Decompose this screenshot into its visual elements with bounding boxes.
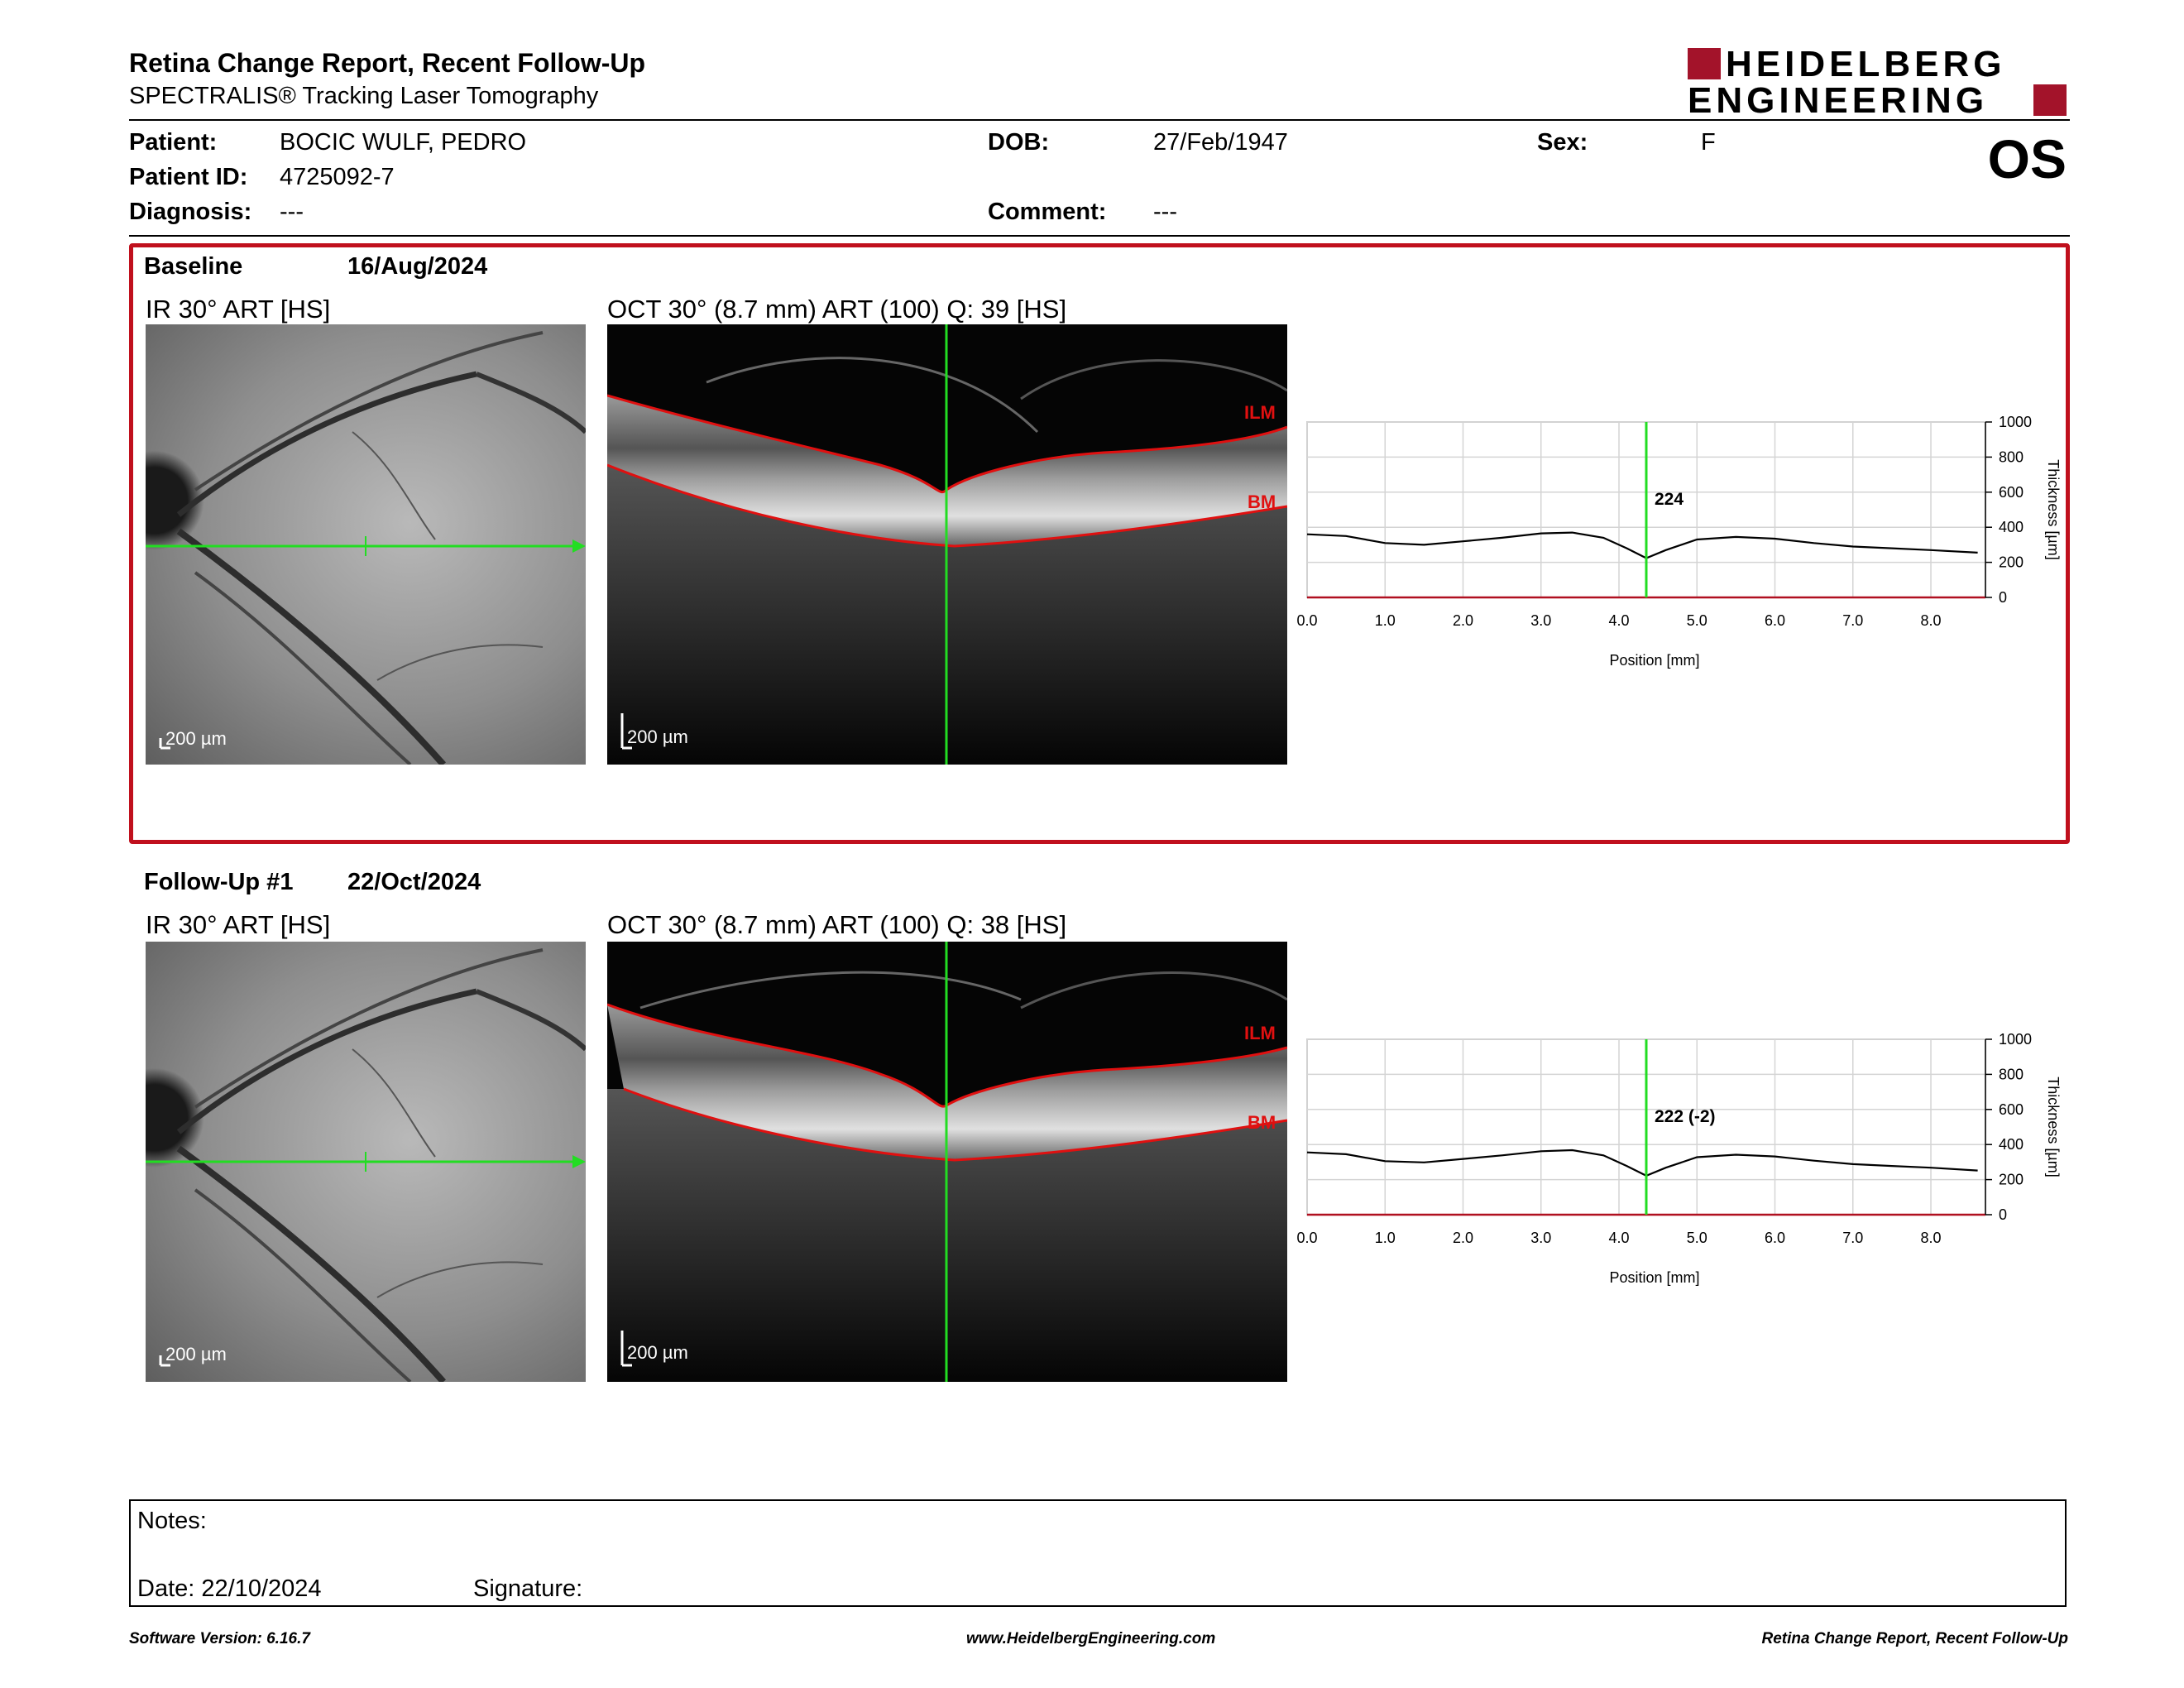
followup-x-tick-label: 1.0 xyxy=(1375,1230,1396,1246)
baseline-y-tick-label: 0 xyxy=(1999,589,2007,606)
notes-label: Notes: xyxy=(137,1508,207,1534)
baseline-bm-label: BM xyxy=(1248,492,1276,512)
followup-oct-title: OCT 30° (8.7 mm) ART (100) Q: 38 [HS] xyxy=(607,910,1067,939)
baseline-y-tick-label: 800 xyxy=(1999,448,2024,465)
followup-x-tick-label: 4.0 xyxy=(1608,1230,1629,1246)
notes-box[interactable]: Notes: Date: 22/10/2024 Signature: xyxy=(129,1499,2067,1607)
sex-value: F xyxy=(1701,129,1716,156)
baseline-oct-scale: 200 µm xyxy=(627,727,688,747)
baseline-x-axis-label: Position [mm] xyxy=(1609,652,1699,669)
baseline-date: 16/Aug/2024 xyxy=(347,253,488,280)
followup-y-tick-label: 600 xyxy=(1999,1101,2024,1118)
followup-label: Follow-Up #1 xyxy=(144,869,294,895)
followup-y-tick-label: 800 xyxy=(1999,1066,2024,1082)
patient-id-label: Patient ID: xyxy=(129,164,248,190)
followup-ir-scale: 200 µm xyxy=(165,1344,227,1364)
followup-y-tick-label: 400 xyxy=(1999,1136,2024,1153)
followup-oct-scale: 200 µm xyxy=(627,1342,688,1363)
footer-software-version: Software Version: 6.16.7 xyxy=(129,1630,310,1647)
followup-bm-label: BM xyxy=(1248,1112,1276,1133)
notes-date: Date: 22/10/2024 xyxy=(137,1575,322,1602)
signature-label: Signature: xyxy=(473,1575,583,1602)
followup-date: 22/Oct/2024 xyxy=(347,869,481,895)
baseline-x-tick-label: 0.0 xyxy=(1296,612,1317,629)
followup-thickness-chart: 0 200 400 600 800 1000 0.0 1.0 2.0 3.0 4.0 5.0 6.0 7.… xyxy=(1296,1031,2062,1286)
followup-x-tick-label: 2.0 xyxy=(1453,1230,1473,1246)
baseline-y-tick-label: 400 xyxy=(1999,519,2024,535)
patient-label: Patient: xyxy=(129,129,218,156)
diagnosis-label: Diagnosis: xyxy=(129,199,252,225)
footer-report-name: Retina Change Report, Recent Follow-Up xyxy=(1761,1630,2068,1647)
baseline-x-tick-label: 7.0 xyxy=(1842,612,1863,629)
baseline-thickness-series-line xyxy=(1306,531,1978,559)
baseline-marker-value-label: 224 xyxy=(1655,490,1684,509)
baseline-x-tick-label: 6.0 xyxy=(1765,612,1785,629)
comment-value: --- xyxy=(1153,199,1177,225)
followup-x-tick-label: 0.0 xyxy=(1296,1230,1317,1246)
followup-y-axis-label: Thickness [µm] xyxy=(2045,1077,2062,1177)
followup-oct-bscan-image[interactable]: ILM BM 200 µm xyxy=(607,942,1287,1382)
sex-label: Sex: xyxy=(1537,129,1588,156)
followup-ilm-label: ILM xyxy=(1244,1023,1276,1043)
baseline-ir-title: IR 30° ART [HS] xyxy=(146,295,331,324)
baseline-x-tick-label: 5.0 xyxy=(1687,612,1707,629)
followup-x-tick-label: 6.0 xyxy=(1765,1230,1785,1246)
followup-y-tick-label: 200 xyxy=(1999,1172,2024,1188)
baseline-oct-bscan-image[interactable]: ILM BM 200 µm xyxy=(607,324,1287,765)
baseline-ilm-label: ILM xyxy=(1244,402,1276,423)
baseline-x-tick-label: 1.0 xyxy=(1375,612,1396,629)
footer-website: www.HeidelbergEngineering.com xyxy=(966,1630,1216,1647)
baseline-x-tick-label: 2.0 xyxy=(1453,612,1473,629)
baseline-thickness-chart: 0 200 400 600 800 1000 0.0 1.0 2.0 3.0 4.0 5.0 6.0 7.… xyxy=(1296,414,2062,669)
followup-x-tick-label: 3.0 xyxy=(1530,1230,1551,1246)
followup-x-tick-label: 5.0 xyxy=(1687,1230,1707,1246)
diagnosis-value: --- xyxy=(280,199,304,225)
dob-label: DOB: xyxy=(988,129,1050,156)
baseline-highlight-box xyxy=(129,243,2070,844)
followup-thickness-series-line xyxy=(1306,1149,1978,1177)
logo-line-2: ENGINEERING xyxy=(1688,80,1989,121)
report-title: Retina Change Report, Recent Follow-Up xyxy=(129,48,646,78)
baseline-x-tick-label: 3.0 xyxy=(1530,612,1551,629)
baseline-y-tick-label: 200 xyxy=(1999,554,2024,571)
logo-line-1: HEIDELBERG xyxy=(1726,44,2006,84)
baseline-x-tick-label: 8.0 xyxy=(1921,612,1942,629)
dob-value: 27/Feb/1947 xyxy=(1153,129,1288,156)
baseline-y-axis-label: Thickness [µm] xyxy=(2045,459,2062,559)
baseline-ir-scale: 200 µm xyxy=(165,728,227,749)
followup-y-tick-label: 0 xyxy=(1999,1206,2007,1223)
patient-id: 4725092-7 xyxy=(280,164,395,190)
followup-ir-title: IR 30° ART [HS] xyxy=(146,910,331,939)
patient-name: BOCIC WULF, PEDRO xyxy=(280,129,527,156)
followup-x-tick-label: 8.0 xyxy=(1921,1230,1942,1246)
baseline-y-tick-label: 600 xyxy=(1999,484,2024,501)
followup-x-tick-label: 7.0 xyxy=(1842,1230,1863,1246)
baseline-y-tick-label: 1000 xyxy=(1999,414,2032,430)
eye-indicator: OS xyxy=(1987,128,2067,189)
header-divider xyxy=(129,119,2070,121)
followup-marker-value-label: 222 (-2) xyxy=(1655,1107,1716,1126)
baseline-label: Baseline xyxy=(144,253,243,280)
baseline-ir-fundus-image[interactable]: 200 µm xyxy=(146,324,586,765)
baseline-x-tick-label: 4.0 xyxy=(1608,612,1629,629)
baseline-oct-title: OCT 30° (8.7 mm) ART (100) Q: 39 [HS] xyxy=(607,295,1067,324)
info-divider xyxy=(129,235,2070,237)
report-subtitle: SPECTRALIS® Tracking Laser Tomography xyxy=(129,83,599,109)
followup-x-axis-label: Position [mm] xyxy=(1609,1269,1699,1286)
followup-y-tick-label: 1000 xyxy=(1999,1031,2032,1048)
followup-ir-fundus-image[interactable]: 200 µm xyxy=(146,942,586,1382)
comment-label: Comment: xyxy=(988,199,1107,225)
